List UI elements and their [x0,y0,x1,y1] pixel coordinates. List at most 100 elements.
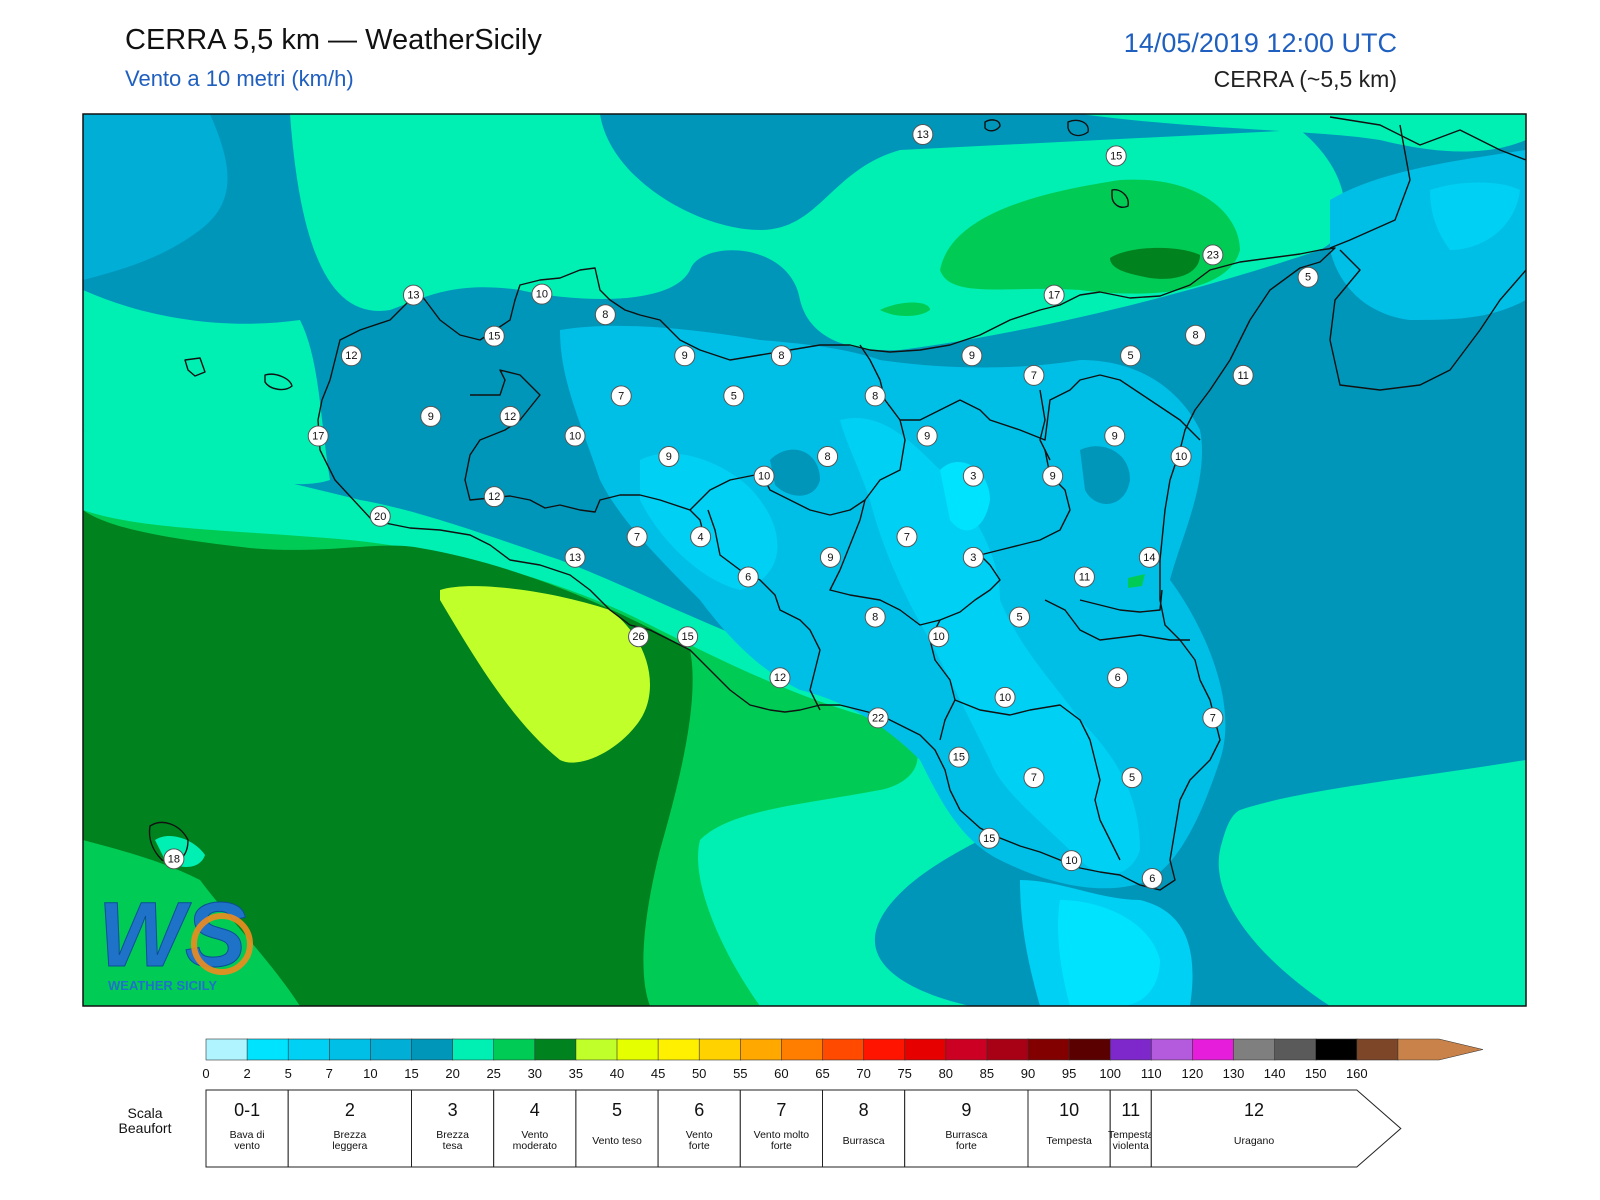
wind-label: 9 [1104,425,1126,447]
wind-label-marker [1170,446,1192,468]
wind-label-marker [962,465,984,487]
map-frame [82,113,1527,1007]
wind-label-marker [564,546,586,568]
wind-label-value: 9 [924,431,930,443]
colorbar-segment [370,1038,413,1061]
beaufort-box [822,1089,906,1168]
wind-label-value: 3 [970,471,976,483]
wind-label-value: 10 [1175,451,1187,463]
wind-label: 10 [928,626,950,648]
colorbar-segment [1068,1038,1111,1061]
wind-label-marker [674,345,696,367]
colorbar-segment [452,1038,495,1061]
colorbar-tick-label: 35 [569,1066,583,1081]
colorbar-tick-label: 70 [856,1066,870,1081]
colorbar-tick-label: 30 [528,1066,542,1081]
wind-label: 23 [1202,244,1224,266]
wind-label-marker [1138,546,1160,568]
wind-label: 13 [564,546,586,568]
colorbar-tick-label: 50 [692,1066,706,1081]
colorbar-tick-label: 0 [202,1066,209,1081]
wind-label: 15 [483,325,505,347]
beaufort-description: Tempesta [1108,1129,1154,1141]
wind-label-value: 12 [345,350,357,362]
colorbar-tick-label: 40 [610,1066,624,1081]
colorbar-segment [575,1038,618,1061]
wind-label: 6 [1141,867,1163,889]
forecast-datetime: 14/05/2019 12:00 UTC [1123,28,1397,58]
colorbar-segment [328,1038,372,1061]
colorbar-segment [246,1038,290,1061]
wind-label-value: 26 [632,631,644,643]
beaufort-description: tesa [443,1140,463,1152]
beaufort-number: 9 [961,1100,971,1120]
colorbar-segment [616,1038,659,1061]
wind-label-marker [1073,566,1095,588]
wind-label: 8 [770,345,792,367]
wind-label-marker [1023,767,1045,789]
wind-label-value: 5 [1128,350,1134,362]
beaufort-description: moderato [513,1140,558,1152]
wind-label: 7 [1023,767,1045,789]
wind-label-value: 6 [1115,672,1121,684]
wind-label-value: 7 [634,531,640,543]
colorbar-tick-label: 2 [243,1066,250,1081]
colorbar-tick-label: 85 [980,1066,994,1081]
colorbar [205,1038,1484,1061]
colorbar-segment [698,1038,742,1061]
wind-label-marker [978,827,1000,849]
colorbar-segment [1192,1038,1235,1061]
wind-label-marker [499,405,521,427]
wind-label-value: 15 [983,833,995,845]
wind-label: 5 [1121,767,1143,789]
colorbar-tick-label: 25 [486,1066,500,1081]
wind-label: 12 [769,667,791,689]
wind-label-marker [1023,364,1045,386]
wind-label: 3 [962,546,984,568]
wind-label-marker [867,707,889,729]
wind-label-value: 9 [969,350,975,362]
wind-label-value: 7 [1031,370,1037,382]
wind-label: 10 [531,283,553,305]
wind-label-value: 10 [758,471,770,483]
wind-label-value: 8 [872,390,878,402]
wind-label: 5 [1297,266,1319,288]
beaufort-box [904,1089,1029,1168]
wind-label-value: 10 [569,431,581,443]
wind-label-marker [402,284,424,306]
wind-label-value: 7 [904,531,910,543]
wind-label-value: 8 [1192,330,1198,342]
wind-label-value: 15 [681,631,693,643]
wind-label-marker [483,486,505,508]
wind-label-marker [994,686,1016,708]
wind-label-marker [1043,284,1065,306]
wind-label: 8 [817,446,839,468]
colorbar-tick-label: 5 [285,1066,292,1081]
beaufort-box [1027,1089,1111,1168]
wind-label: 13 [912,124,934,146]
colorbar-segment [781,1038,824,1061]
colorbar-tick-label: 130 [1223,1066,1245,1081]
wind-label: 12 [483,486,505,508]
colorbar-tick-label: 15 [404,1066,418,1081]
beaufort-box [493,1089,577,1168]
wind-label-value: 5 [1129,772,1135,784]
beaufort-class: 5 Vento teso [575,1089,659,1168]
beaufort-description: Vento teso [592,1135,642,1147]
wind-label: 6 [737,566,759,588]
logo-text: WEATHER SICILY [108,978,217,993]
wind-label: 8 [594,304,616,326]
colorbar-segment [986,1038,1029,1061]
wind-label-marker [594,304,616,326]
beaufort-number: 3 [448,1100,458,1120]
wind-label-marker [912,124,934,146]
model-name: CERRA (~5,5 km) [1213,66,1397,92]
beaufort-description: Vento [686,1129,713,1141]
colorbar-segment [1151,1038,1194,1061]
wind-label: 6 [1107,667,1129,689]
colorbar-tick-label: 20 [445,1066,459,1081]
colorbar-tick-label: 55 [733,1066,747,1081]
wind-label: 10 [564,425,586,447]
